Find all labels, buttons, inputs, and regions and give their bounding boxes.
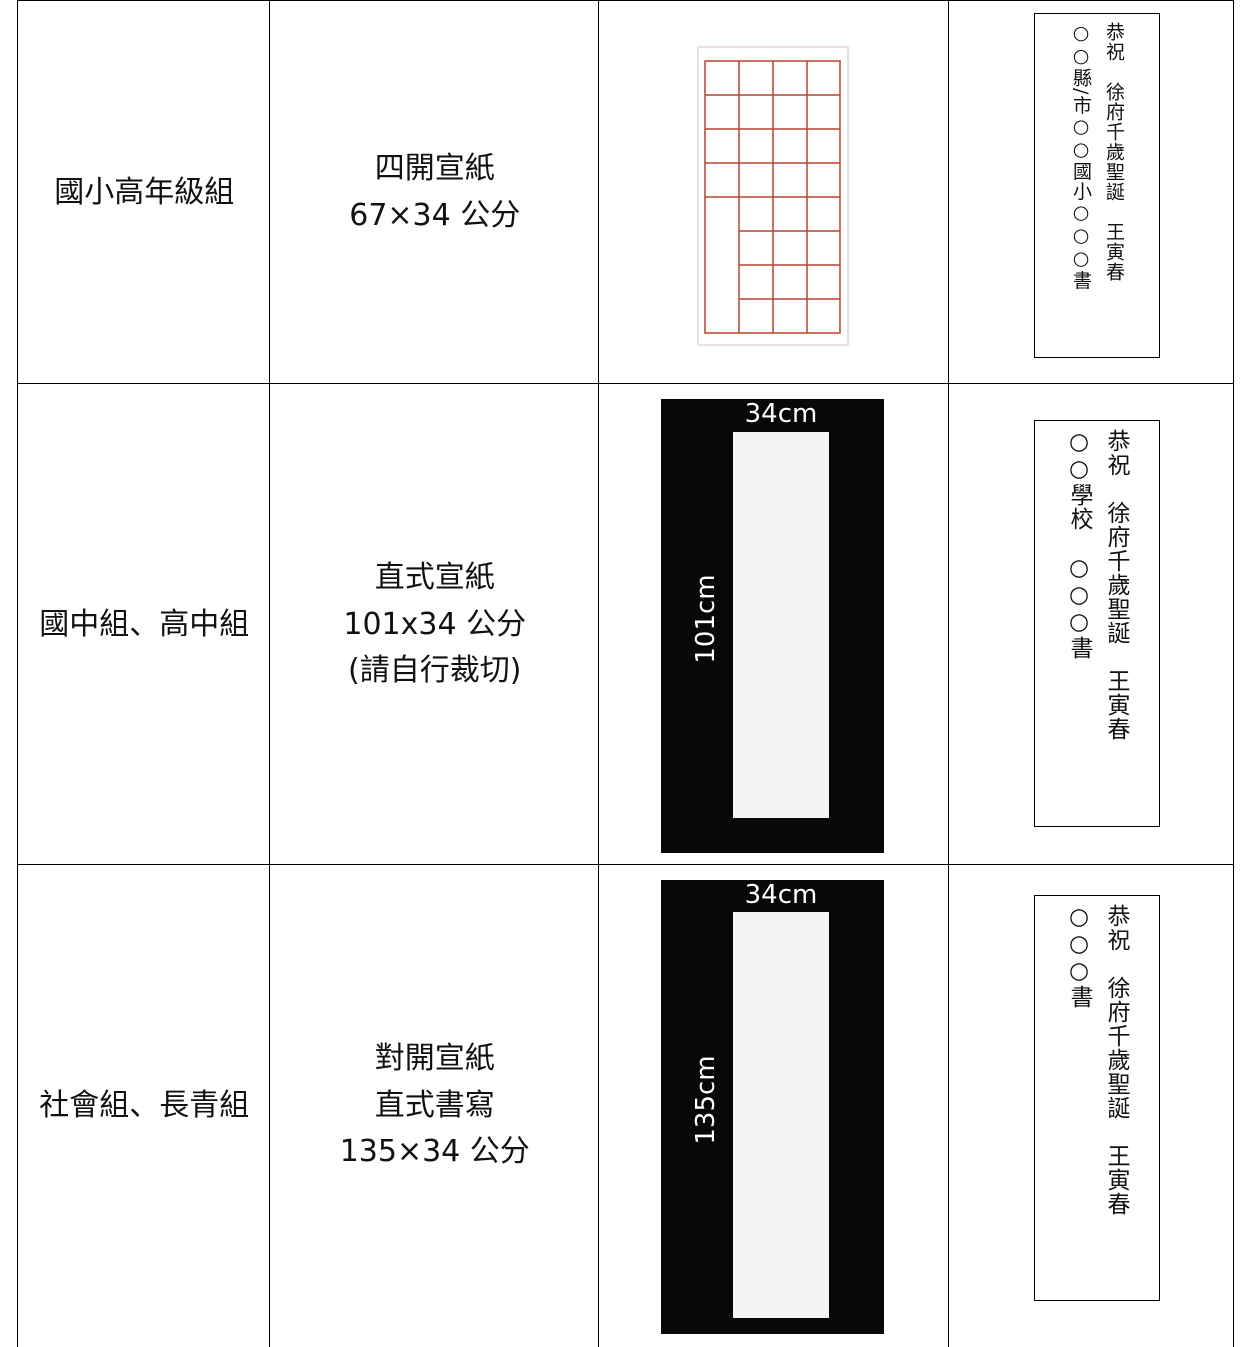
sample-layout: 恭祝 徐府千歲聖誕 王寅春 ○○○書 bbox=[1034, 895, 1160, 1301]
paper-spec: 直式宣紙 bbox=[374, 560, 495, 595]
sample-text: ○○縣/市○○國小○○○書 bbox=[1070, 22, 1092, 291]
paper-spec: 直式書寫 bbox=[374, 1087, 495, 1123]
paper-spec: 135×34 公分 bbox=[339, 1134, 530, 1169]
table-cell: 國小高年級組 bbox=[17, 0, 271, 385]
height-label: 135cm bbox=[691, 1055, 721, 1145]
group-name: 社會組、長青組 bbox=[39, 1087, 250, 1123]
table-cell: 社會組、長青組 bbox=[17, 864, 271, 1347]
height-label: 101cm bbox=[691, 574, 721, 664]
table-cell bbox=[948, 0, 1234, 385]
table-cell bbox=[598, 0, 950, 385]
paper-spec: (請自行裁切) bbox=[348, 653, 522, 688]
sample-text: 恭祝 徐府千歲聖誕 王寅春 bbox=[1103, 904, 1129, 1216]
width-label: 34cm bbox=[744, 399, 818, 429]
sample-text: 恭祝 徐府千歲聖誕 王寅春 bbox=[1103, 429, 1129, 741]
paper-spec: 101x34 公分 bbox=[343, 606, 527, 642]
paper-spec: 67×34 公分 bbox=[349, 197, 521, 233]
sample-text: ○○○書 bbox=[1066, 904, 1092, 1009]
table-cell bbox=[598, 864, 950, 1347]
paper-sheet bbox=[733, 912, 829, 1318]
sample-layout: 恭祝 徐府千歲聖誕 王寅春 ○○縣/市○○國小○○○書 bbox=[1034, 13, 1160, 358]
sample-layout: 恭祝 徐府千歲聖誕 王寅春 ○○學校 ○○○書 bbox=[1034, 420, 1160, 827]
width-label: 34cm bbox=[744, 880, 818, 910]
sample-text: ○○學校 ○○○書 bbox=[1066, 429, 1092, 660]
paper-spec: 四開宣紙 bbox=[374, 151, 495, 187]
table-cell bbox=[948, 383, 1234, 866]
table-cell: 對開宣紙直式書寫 135×34 公分 bbox=[269, 864, 600, 1347]
paper-spec: 對開宣紙 bbox=[374, 1041, 495, 1076]
table-cell bbox=[948, 864, 1234, 1347]
group-name: 國中組、高中組 bbox=[39, 606, 250, 642]
table-cell: 直式宣紙 101x34 公分 (請自行裁切) bbox=[269, 383, 600, 866]
paper-sheet bbox=[733, 432, 829, 818]
table-cell: 國中組、高中組 bbox=[17, 383, 271, 866]
table-cell: 四開宣紙 67×34 公分 bbox=[269, 0, 600, 385]
table-cell bbox=[598, 383, 950, 866]
sample-text: 恭祝 徐府千歲聖誕 王寅春 bbox=[1103, 22, 1125, 282]
group-name: 國小高年級組 bbox=[54, 174, 235, 210]
